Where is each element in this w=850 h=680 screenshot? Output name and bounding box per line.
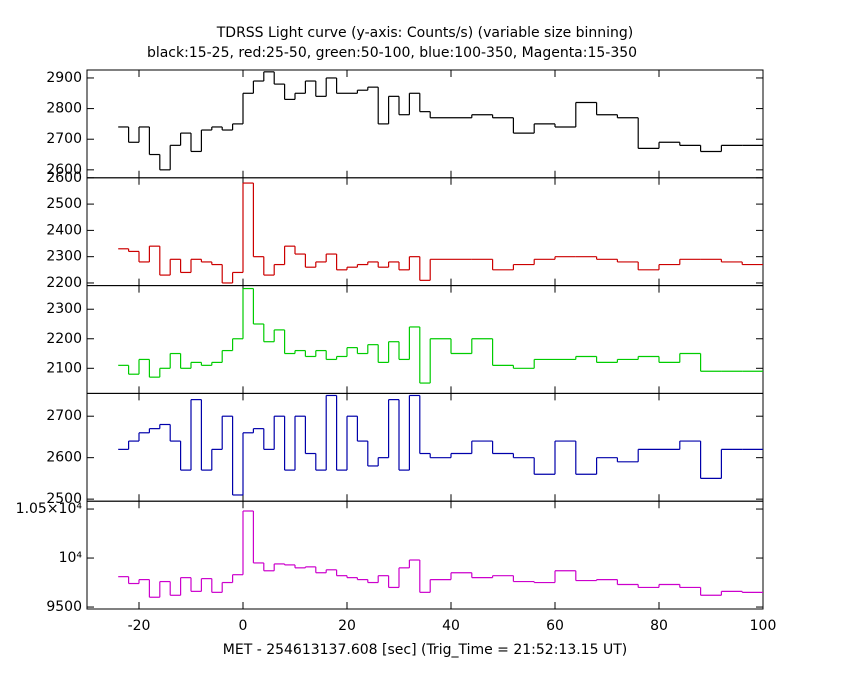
- y-tick-label: 2500: [46, 196, 82, 212]
- y-tick-label: 2600: [46, 162, 82, 178]
- y-tick-label: 2800: [46, 101, 82, 117]
- y-tick-label: 2400: [46, 222, 82, 238]
- panel-frame: [86, 285, 764, 394]
- y-tick-label: 2100: [46, 360, 82, 376]
- panel-frame: [86, 500, 764, 610]
- y-tick-label: 2600: [46, 170, 82, 186]
- panel-frame: [86, 392, 764, 502]
- y-tick-label: 2300: [46, 301, 82, 317]
- x-axis-label: MET - 254613137.608 [sec] (Trig_Time = 2…: [223, 642, 627, 658]
- x-tick-label: 0: [239, 618, 248, 634]
- y-tick-label: 2200: [46, 275, 82, 291]
- panel-frame: [86, 69, 764, 179]
- x-tick-label: 80: [650, 618, 668, 634]
- y-tick-label: 2300: [46, 249, 82, 265]
- panel-frame: [86, 177, 764, 287]
- x-tick-label: 20: [338, 618, 356, 634]
- chart-subtitle: black:15-25, red:25-50, green:50-100, bl…: [147, 45, 637, 61]
- x-tick-label: 40: [442, 618, 460, 634]
- y-tick-label: 9500: [46, 599, 82, 615]
- y-tick-label: 2900: [46, 70, 82, 86]
- x-tick-label: 100: [750, 618, 777, 634]
- y-tick-label: 10⁴: [59, 550, 83, 566]
- y-tick-label: 2200: [46, 331, 82, 347]
- y-tick-label: 2700: [46, 131, 82, 147]
- y-tick-label: 1.05×10⁴: [16, 501, 83, 517]
- y-tick-label: 2500: [46, 491, 82, 507]
- y-tick-label: 2600: [46, 450, 82, 466]
- chart-title: TDRSS Light curve (y-axis: Counts/s) (va…: [216, 25, 634, 41]
- x-tick-label: -20: [128, 618, 151, 634]
- x-tick-label: 60: [546, 618, 564, 634]
- y-tick-label: 2700: [46, 408, 82, 424]
